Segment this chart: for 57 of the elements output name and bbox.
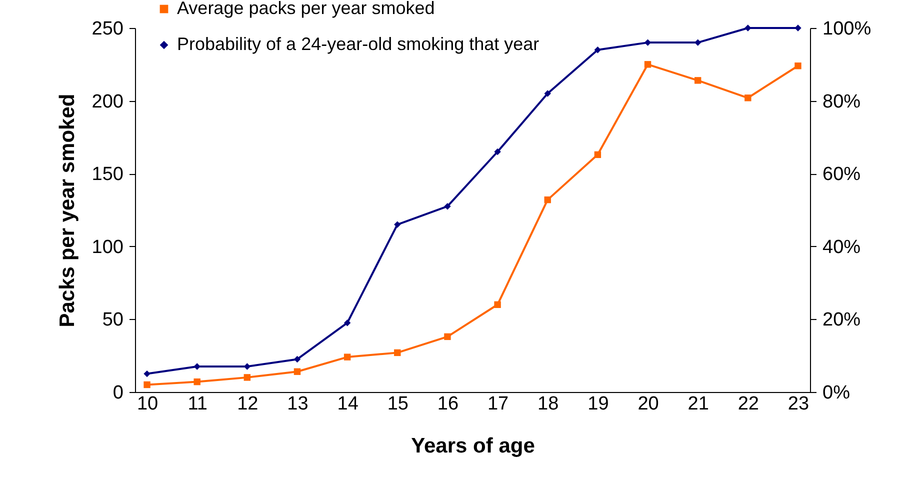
y2-tick-label: 20%	[822, 310, 861, 331]
point	[694, 77, 702, 84]
point	[344, 319, 351, 326]
point	[294, 356, 301, 363]
point	[544, 90, 551, 97]
y-tick-label: 150	[92, 164, 124, 186]
y-tick-label: 200	[92, 91, 124, 112]
point	[794, 62, 802, 70]
point	[544, 196, 551, 204]
point	[144, 381, 150, 388]
point	[244, 363, 251, 370]
y-tick-label: 250	[92, 18, 124, 40]
point	[494, 148, 501, 156]
point	[644, 39, 652, 46]
point	[444, 203, 451, 210]
legend-label: Average packs per year smoked	[177, 0, 435, 18]
x-tick-label: 15	[387, 394, 408, 414]
x-axis-title: Years of age	[411, 434, 535, 458]
x-tick-label: 16	[437, 394, 459, 414]
y2-tick-label: 100%	[822, 18, 872, 40]
y-tick-label: 50	[102, 310, 124, 331]
point	[294, 368, 301, 375]
x-tick-label: 18	[538, 394, 559, 414]
point	[594, 151, 602, 158]
x-tick-label: 20	[638, 394, 659, 414]
y-tick-label: 0	[112, 382, 124, 404]
point	[744, 24, 752, 32]
x-tick-label: 19	[588, 394, 609, 414]
x-tick-label: 12	[237, 394, 258, 414]
x-tick-label: 10	[136, 394, 158, 414]
x-tick-label: 21	[688, 394, 709, 414]
y-tick-label: 100	[92, 236, 124, 258]
legend-label: Probability of a 24-year-old smoking that year	[177, 34, 540, 54]
y2-tick-label: 60%	[822, 164, 861, 186]
y2-tick-label: 80%	[822, 91, 861, 112]
point	[594, 46, 602, 54]
point	[444, 333, 451, 340]
point	[194, 363, 200, 370]
point	[744, 94, 752, 102]
point	[494, 301, 501, 308]
point	[194, 378, 200, 386]
point	[244, 374, 251, 381]
x-tick-label: 14	[337, 394, 359, 414]
y-axis-title: Packs per year smoked	[56, 94, 79, 328]
x-tick-label: 11	[188, 394, 208, 414]
point	[644, 61, 652, 68]
x-tick-label: 13	[287, 394, 308, 414]
point	[394, 221, 401, 228]
y2-tick-label: 40%	[822, 236, 861, 258]
x-tick-label: 17	[487, 394, 509, 414]
x-tick-label: 23	[788, 394, 810, 414]
point	[394, 349, 401, 356]
y2-tick-label: 0%	[822, 382, 850, 404]
point	[344, 354, 351, 360]
x-tick-label: 22	[738, 394, 759, 414]
point	[144, 370, 150, 378]
point	[794, 24, 802, 32]
